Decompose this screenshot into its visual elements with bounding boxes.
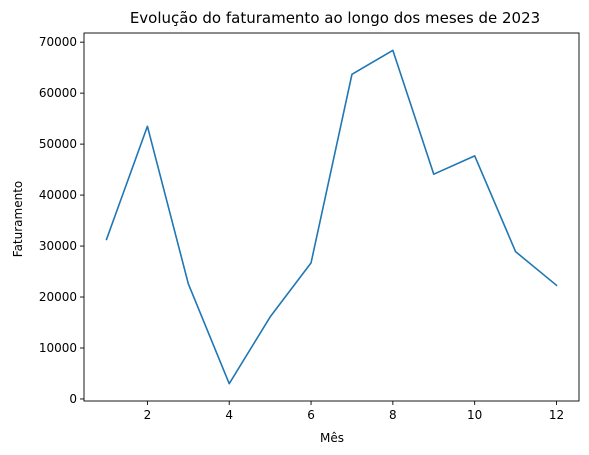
data-point-0-7 (391, 48, 395, 52)
y-tick-label: 40000 (39, 188, 77, 202)
x-tick-label: 6 (307, 408, 315, 422)
chart-title: Evolução do faturamento ao longo dos mes… (130, 9, 540, 27)
data-point-0-3 (227, 382, 231, 386)
y-tick-label: 60000 (39, 86, 77, 100)
y-tick-label: 10000 (39, 341, 77, 355)
y-tick-label: 30000 (39, 239, 77, 253)
y-tick-label: 70000 (39, 35, 77, 49)
x-tick-label: 12 (549, 408, 564, 422)
data-point-0-11 (555, 283, 559, 287)
series-line-0 (105, 49, 558, 385)
y-tick-label: 0 (69, 392, 77, 406)
plot-area (83, 32, 580, 402)
x-tick-label: 4 (225, 408, 233, 422)
plot-frame (83, 32, 580, 402)
y-axis-label: Faturamento (11, 181, 25, 257)
data-point-0-6 (350, 72, 354, 76)
x-axis-label: Mês (320, 431, 344, 445)
data-point-0-1 (145, 124, 149, 128)
data-point-0-4 (268, 315, 272, 319)
data-point-0-0 (105, 237, 109, 241)
y-axis: 0 10000 20000 30000 40000 50000 60000 70000 (39, 35, 84, 406)
data-point-0-9 (473, 154, 477, 158)
data-point-0-5 (309, 261, 313, 265)
x-tick-label: 2 (144, 408, 152, 422)
data-point-0-8 (432, 172, 436, 176)
data-point-0-10 (514, 250, 518, 254)
x-tick-label: 8 (389, 408, 397, 422)
x-tick-label: 10 (467, 408, 482, 422)
y-tick-label: 50000 (39, 137, 77, 151)
y-tick-label: 20000 (39, 290, 77, 304)
data-point-0-2 (186, 282, 190, 286)
x-axis: 2 4 6 8 10 12 (144, 401, 564, 422)
